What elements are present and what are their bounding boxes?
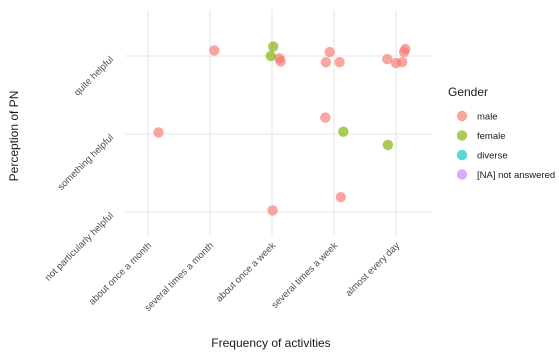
- x-tick-label: almost every day: [344, 240, 403, 299]
- data-point-male: [209, 45, 220, 56]
- legend-key: [456, 130, 468, 141]
- legend-label: female: [477, 131, 506, 142]
- data-point-female: [268, 41, 279, 52]
- legend-key: [456, 169, 468, 180]
- data-point-male: [320, 112, 331, 123]
- legend-label: [NA] not answered: [477, 170, 555, 181]
- data-point-male: [335, 192, 346, 203]
- data-point-male: [397, 57, 408, 68]
- x-axis-title: Frequency of activities: [211, 336, 330, 350]
- data-points: [153, 41, 411, 216]
- legend-key: [456, 149, 468, 161]
- data-point-female: [265, 50, 276, 62]
- legend-key: [456, 110, 468, 122]
- data-point-male: [334, 57, 345, 68]
- legend: Gender male female diverse [NA] not answere…: [448, 85, 555, 181]
- legend-title: Gender: [448, 85, 488, 99]
- y-tick-label: not particularly helpful: [43, 210, 116, 283]
- x-tick-label: about once a month: [87, 240, 154, 307]
- data-point-female: [382, 139, 394, 151]
- grid-lines: [125, 10, 432, 236]
- data-point-male: [275, 56, 286, 67]
- data-point-male: [324, 46, 335, 58]
- x-tick-label: about once a week: [214, 240, 278, 304]
- data-point-male: [267, 205, 278, 216]
- data-point-male: [153, 127, 164, 138]
- data-point-male: [400, 43, 411, 55]
- y-tick-label: quite helpful: [72, 54, 116, 98]
- data-point-male: [320, 57, 332, 68]
- legend-label: diverse: [477, 151, 508, 162]
- data-point-male: [382, 53, 393, 65]
- x-tick-label: several times a month: [143, 240, 216, 313]
- legend-label: male: [477, 112, 498, 123]
- x-tick-label: several times a week: [270, 240, 341, 311]
- data-point-female: [338, 126, 349, 137]
- y-tick-label: something helpful: [56, 132, 116, 192]
- y-axis-title: Perception of PN: [7, 91, 21, 182]
